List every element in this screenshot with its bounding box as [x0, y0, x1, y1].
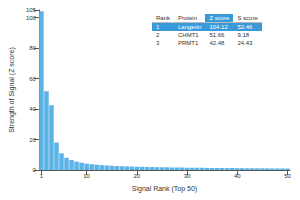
- svg-text:60: 60: [29, 76, 36, 82]
- html-text:104.12: 104.12: [209, 24, 228, 30]
- html-text:Langerin: Langerin: [178, 24, 202, 30]
- svg-text:105: 105: [26, 7, 37, 13]
- svg-text:10: 10: [83, 173, 90, 179]
- html-text:2: 2: [156, 32, 160, 38]
- html-text:Z score: Z score: [209, 15, 230, 21]
- svg-text:20: 20: [133, 173, 140, 179]
- svg-text:80: 80: [29, 45, 36, 51]
- svg-text:Signal Rank (Top 50): Signal Rank (Top 50): [132, 185, 197, 193]
- html-text:52.46: 52.46: [237, 24, 253, 30]
- svg-text:Strength of Signal (Z score): Strength of Signal (Z score): [8, 47, 16, 133]
- svg-text:0: 0: [33, 167, 37, 173]
- svg-text:50: 50: [284, 173, 291, 179]
- html-text:24.43: 24.43: [237, 40, 253, 46]
- html-text:3: 3: [156, 40, 160, 46]
- html-text:51.66: 51.66: [209, 32, 225, 38]
- svg-text:40: 40: [234, 173, 241, 179]
- html-text:42.48: 42.48: [209, 40, 225, 46]
- svg-text:30: 30: [184, 173, 191, 179]
- html-text:9.18: 9.18: [237, 32, 250, 38]
- html-text:Protein: Protein: [178, 15, 197, 21]
- html-text:CHMT1: CHMT1: [178, 32, 199, 38]
- svg-text:40: 40: [29, 106, 36, 112]
- html-text:1: 1: [156, 24, 160, 30]
- html-text:S score: S score: [237, 15, 258, 21]
- svg-text:20: 20: [29, 137, 36, 143]
- svg-text:100: 100: [26, 15, 37, 21]
- svg-text:1: 1: [40, 173, 44, 179]
- html-text:PRMT1: PRMT1: [178, 40, 199, 46]
- html-text:Rank: Rank: [156, 15, 170, 21]
